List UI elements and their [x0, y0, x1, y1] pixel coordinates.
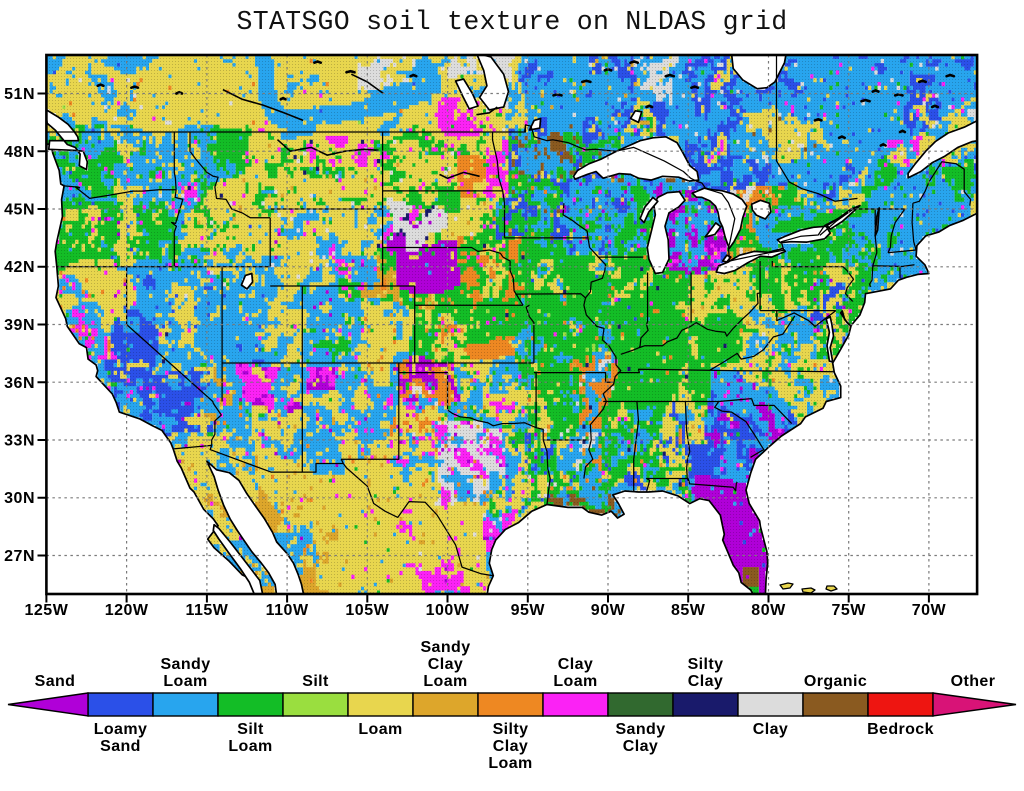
svg-text:36N: 36N	[4, 375, 35, 392]
svg-text:45N: 45N	[4, 202, 35, 219]
svg-text:Loam: Loam	[423, 673, 467, 690]
svg-text:Sand: Sand	[35, 673, 76, 690]
svg-text:Clay: Clay	[623, 738, 658, 755]
svg-text:Other: Other	[951, 673, 996, 690]
svg-text:Silty: Silty	[493, 721, 529, 738]
svg-text:105W: 105W	[345, 602, 389, 619]
svg-text:Loam: Loam	[488, 755, 532, 772]
svg-text:STATSGO soil texture on NLDAS: STATSGO soil texture on NLDAS grid	[237, 7, 788, 37]
svg-text:110W: 110W	[266, 602, 309, 619]
svg-text:27N: 27N	[4, 548, 35, 565]
svg-text:Silt: Silt	[302, 673, 329, 690]
svg-text:39N: 39N	[4, 317, 35, 334]
svg-text:30N: 30N	[4, 490, 35, 507]
svg-text:Sandy: Sandy	[615, 721, 665, 738]
svg-text:Clay: Clay	[493, 738, 528, 755]
svg-text:115W: 115W	[185, 602, 228, 619]
svg-text:Sandy: Sandy	[160, 656, 210, 673]
svg-text:75W: 75W	[831, 602, 866, 619]
svg-text:Loam: Loam	[358, 721, 402, 738]
svg-text:95W: 95W	[511, 602, 546, 619]
svg-text:Silt: Silt	[237, 721, 264, 738]
svg-text:Loamy: Loamy	[94, 721, 148, 738]
svg-text:42N: 42N	[4, 259, 35, 276]
svg-text:Loam: Loam	[163, 673, 207, 690]
svg-text:Clay: Clay	[753, 721, 788, 738]
svg-text:Loam: Loam	[553, 673, 597, 690]
svg-text:Bedrock: Bedrock	[867, 721, 934, 738]
svg-text:100W: 100W	[426, 602, 470, 619]
svg-text:Organic: Organic	[804, 673, 867, 690]
svg-text:51N: 51N	[4, 86, 35, 103]
svg-text:Silty: Silty	[688, 656, 724, 673]
svg-text:125W: 125W	[25, 602, 69, 619]
svg-text:48N: 48N	[4, 144, 35, 161]
svg-text:Clay: Clay	[558, 656, 593, 673]
svg-text:Sandy: Sandy	[420, 639, 470, 656]
svg-text:Clay: Clay	[688, 673, 723, 690]
svg-text:85W: 85W	[671, 602, 706, 619]
svg-text:Clay: Clay	[428, 656, 463, 673]
svg-text:Loam: Loam	[228, 738, 272, 755]
svg-text:70W: 70W	[912, 602, 947, 619]
svg-text:120W: 120W	[105, 602, 149, 619]
svg-text:33N: 33N	[4, 433, 35, 450]
svg-text:Sand: Sand	[100, 738, 141, 755]
svg-text:80W: 80W	[751, 602, 786, 619]
svg-text:90W: 90W	[591, 602, 626, 619]
